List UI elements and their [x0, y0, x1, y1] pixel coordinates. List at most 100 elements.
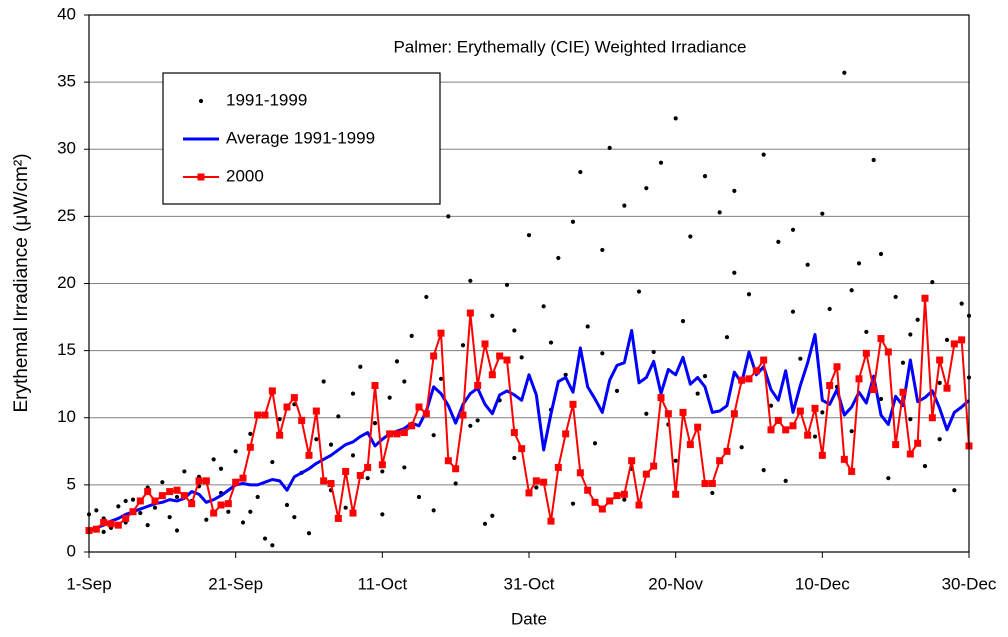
scatter-point [446, 214, 451, 219]
scatter-point [204, 517, 209, 522]
line-marker [107, 520, 115, 528]
line-marker [290, 394, 298, 402]
line-marker [547, 517, 555, 525]
x-tick-label: 31-Oct [503, 574, 554, 593]
chart-title: Palmer: Erythemally (CIE) Weighted Irrad… [393, 37, 746, 56]
line-marker [848, 467, 856, 475]
scatter-point [402, 465, 407, 470]
y-tick-label: 40 [57, 4, 76, 23]
line-marker [195, 477, 203, 485]
line-marker [914, 439, 922, 447]
line-marker [151, 497, 159, 505]
line-marker [906, 450, 914, 458]
line-marker [628, 457, 636, 465]
scatter-point [248, 509, 253, 514]
scatter-point [365, 476, 370, 481]
scatter-point [761, 468, 766, 473]
scatter-point [145, 523, 150, 528]
line-marker [958, 336, 966, 344]
scatter-point [358, 364, 363, 369]
scatter-point [416, 494, 422, 500]
scatter-point [248, 431, 253, 436]
scatter-point [372, 421, 378, 426]
scatter-point [930, 280, 935, 285]
scatter-point [710, 490, 715, 496]
scatter-point [504, 282, 510, 287]
scatter-point [563, 372, 568, 377]
line-marker [437, 329, 445, 337]
scatter-point [270, 459, 275, 465]
line-marker [180, 492, 188, 500]
scatter-point [490, 513, 495, 518]
line-marker [393, 430, 401, 438]
scatter-point [160, 480, 165, 485]
line-marker [122, 514, 130, 522]
line-marker [730, 410, 738, 418]
line-marker [606, 497, 614, 505]
line-marker [334, 514, 342, 522]
scatter-point [534, 485, 539, 490]
scatter-point [695, 391, 700, 396]
scatter-point [622, 203, 627, 208]
y-tick-label: 15 [57, 340, 76, 359]
scatter-point [343, 505, 348, 510]
scatter-point [240, 520, 246, 525]
y-tick-label: 0 [67, 541, 76, 560]
line-marker [701, 480, 709, 488]
line-marker [408, 422, 416, 430]
scatter-point [336, 414, 341, 419]
line-marker [114, 521, 122, 529]
scatter-point [490, 313, 495, 318]
line-marker [899, 388, 907, 396]
scatter-point [600, 247, 605, 253]
scatter-point [270, 543, 275, 548]
scatter-point [350, 391, 356, 396]
line-marker [349, 509, 357, 517]
line-marker [268, 387, 276, 395]
scatter-point [856, 261, 862, 266]
line-marker [826, 382, 834, 390]
scatter-point [937, 437, 942, 442]
line-marker [642, 470, 650, 478]
line-marker [444, 457, 452, 465]
line-marker [774, 416, 782, 424]
line-marker [386, 430, 394, 438]
x-tick-label: 21-Sep [208, 574, 263, 593]
line-marker [320, 477, 328, 485]
line-marker [554, 463, 562, 471]
line-marker [188, 500, 196, 508]
scatter-point [702, 174, 708, 179]
scatter-point [174, 494, 180, 500]
line-marker [811, 404, 819, 412]
scatter-point [116, 504, 121, 509]
scatter-point [123, 498, 128, 504]
line-marker [210, 509, 218, 517]
scatter-point [937, 380, 942, 385]
scatter-point [805, 262, 810, 267]
line-marker [650, 462, 658, 470]
y-tick-label: 10 [57, 407, 76, 426]
line-marker [892, 441, 900, 449]
scatter-point [284, 502, 290, 508]
legend-label: 1991-1999 [226, 90, 307, 109]
line-marker [378, 461, 386, 469]
line-marker [950, 340, 958, 348]
line-marker [752, 367, 760, 375]
scatter-point [292, 514, 297, 520]
scatter-point [702, 374, 708, 379]
line-marker [745, 375, 753, 383]
line-marker [312, 407, 320, 415]
scatter-point [644, 411, 649, 416]
line-marker [672, 490, 680, 498]
scatter-point [812, 434, 818, 439]
y-axis-title: Erythemal Irradiance (μW/cm²) [11, 153, 32, 412]
line-marker [283, 403, 291, 411]
scatter-point [864, 329, 869, 334]
scatter-point [94, 508, 99, 513]
scatter-point [328, 442, 334, 447]
scatter-point [548, 340, 554, 345]
line-marker [723, 447, 731, 455]
line-marker [708, 480, 716, 488]
